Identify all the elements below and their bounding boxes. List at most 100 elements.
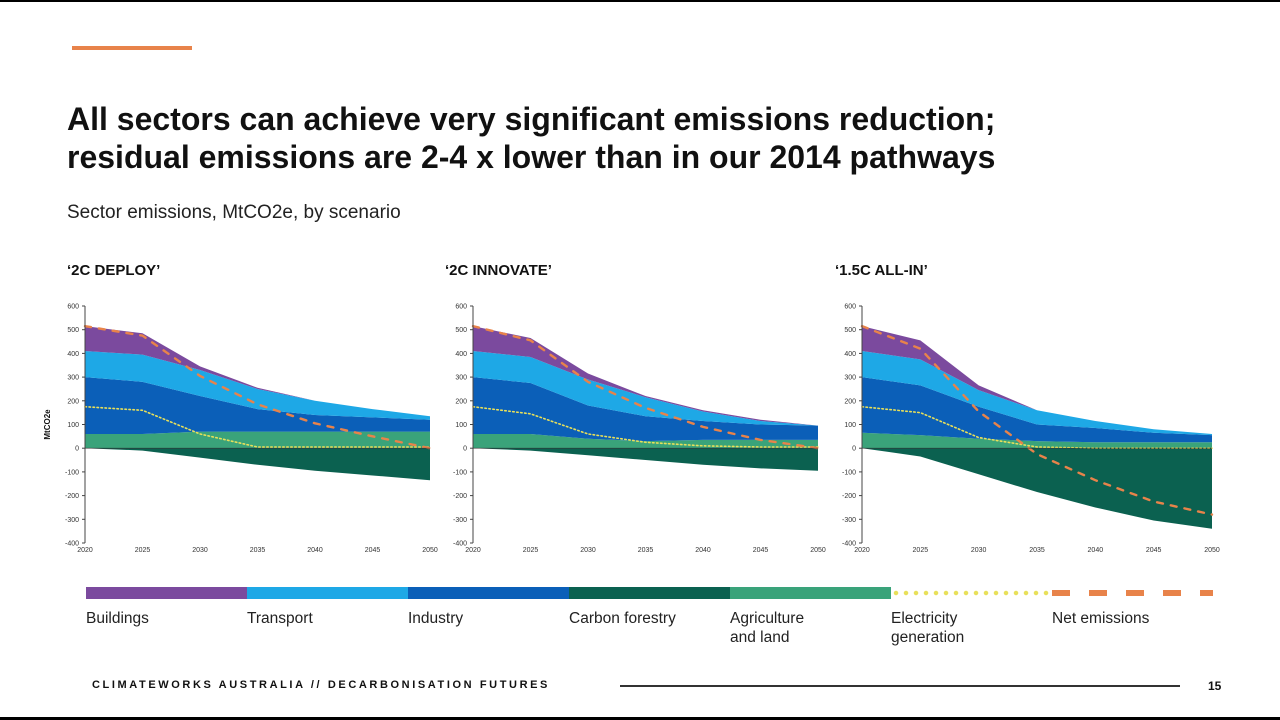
area-buildings: [85, 326, 430, 417]
x-tick-label: 2025: [135, 547, 151, 554]
legend-item: Industry: [408, 587, 569, 628]
y-tick-label: -100: [842, 469, 856, 476]
legend-label: Carbon forestry: [569, 610, 676, 627]
x-tick-label: 2030: [192, 547, 208, 554]
legend-item: Carbon forestry: [569, 587, 730, 628]
legend-swatch: [569, 587, 730, 599]
y-tick-label: 500: [844, 327, 856, 334]
legend-label: Net emissions: [1052, 610, 1150, 627]
legend-swatch: [1052, 587, 1213, 599]
line-net-emissions: [471, 324, 820, 450]
x-tick-label: 2020: [854, 547, 870, 554]
area-carbon-forestry: [862, 448, 1212, 529]
chart-title-2c-innovate: ‘2C INNOVATE’: [445, 262, 552, 279]
y-axis-label: MtCO2e: [43, 409, 52, 440]
legend-swatch: [247, 587, 408, 599]
title-line-1: All sectors can achieve very significant…: [67, 101, 996, 137]
legend-label: Transport: [247, 610, 313, 627]
legend-item: Electricity generation: [891, 587, 1052, 647]
y-tick-label: 100: [455, 422, 467, 429]
y-tick-label: -200: [842, 493, 856, 500]
x-tick-label: 2035: [250, 547, 266, 554]
y-tick-label: 600: [67, 304, 79, 311]
x-tick-label: 2050: [1204, 547, 1220, 554]
legend-item: Net emissions: [1052, 587, 1213, 628]
x-tick-label: 2020: [77, 547, 93, 554]
legend-item: Transport: [247, 587, 408, 628]
page-number: 15: [1208, 679, 1222, 693]
title-line-2: residual emissions are 2-4 x lower than …: [67, 139, 996, 175]
x-tick-label: 2035: [1029, 547, 1045, 554]
y-tick-label: 0: [463, 446, 467, 453]
legend-item: Buildings: [86, 587, 247, 628]
x-tick-label: 2030: [580, 547, 596, 554]
y-tick-label: -300: [842, 517, 856, 524]
area-agriculture-and-land: [85, 431, 430, 449]
y-tick-label: 600: [455, 304, 467, 311]
line-electricity-generation: [472, 405, 819, 448]
y-tick-label: 600: [844, 304, 856, 311]
y-tick-label: 300: [455, 375, 467, 382]
y-tick-label: 200: [844, 398, 856, 405]
x-tick-label: 2040: [307, 547, 323, 554]
y-tick-label: 500: [67, 327, 79, 334]
area-transport: [473, 351, 818, 426]
legend-swatch: [86, 587, 247, 599]
y-tick-label: -100: [453, 469, 467, 476]
x-tick-label: 2040: [1088, 547, 1104, 554]
legend-swatch: [891, 587, 1052, 599]
area-transport: [862, 351, 1212, 436]
line-net-emissions: [83, 324, 432, 450]
area-buildings: [473, 326, 818, 426]
y-tick-label: 300: [67, 375, 79, 382]
footer-divider: [620, 685, 1180, 687]
footer-text: CLIMATEWORKS AUSTRALIA // DECARBONISATIO…: [92, 679, 550, 691]
area-industry: [862, 377, 1212, 443]
y-tick-label: -400: [65, 541, 79, 548]
x-tick-label: 2030: [971, 547, 987, 554]
x-tick-label: 2045: [1146, 547, 1162, 554]
legend-swatch: [408, 587, 569, 599]
y-tick-label: -400: [842, 541, 856, 548]
legend: Buildings Transport Industry Carbon forestr…: [86, 587, 1216, 657]
x-tick-label: 2035: [638, 547, 654, 554]
y-tick-label: 400: [67, 351, 79, 358]
area-carbon-forestry: [85, 448, 430, 481]
y-tick-label: -300: [65, 517, 79, 524]
x-tick-label: 2040: [695, 547, 711, 554]
y-tick-label: 0: [75, 446, 79, 453]
y-tick-label: 100: [844, 422, 856, 429]
slide-subtitle: Sector emissions, MtCO2e, by scenario: [67, 202, 401, 223]
x-tick-label: 2050: [422, 547, 438, 554]
slide-title: All sectors can achieve very significant…: [67, 100, 1217, 176]
x-tick-label: 2050: [810, 547, 826, 554]
area-buildings: [862, 326, 1212, 434]
legend-label: Electricity generation: [891, 610, 965, 646]
y-tick-label: -400: [453, 541, 467, 548]
area-industry: [85, 377, 430, 434]
area-transport: [85, 351, 430, 420]
y-tick-label: -200: [453, 493, 467, 500]
legend-label: Industry: [408, 610, 464, 627]
accent-bar: [72, 46, 192, 50]
legend-swatch: [730, 587, 891, 599]
legend-item: Agriculture and land: [730, 587, 891, 647]
y-tick-label: 0: [852, 446, 856, 453]
y-tick-label: 200: [67, 398, 79, 405]
x-tick-label: 2020: [465, 547, 481, 554]
y-tick-label: 400: [455, 351, 467, 358]
legend-label: Buildings: [86, 610, 149, 627]
x-tick-label: 2045: [365, 547, 381, 554]
y-tick-label: 200: [455, 398, 467, 405]
x-tick-label: 2045: [753, 547, 769, 554]
y-tick-label: -200: [65, 493, 79, 500]
y-tick-label: -300: [453, 517, 467, 524]
x-tick-label: 2025: [913, 547, 929, 554]
area-agriculture-and-land: [862, 432, 1212, 449]
area-carbon-forestry: [473, 448, 818, 471]
area-industry: [473, 377, 818, 442]
